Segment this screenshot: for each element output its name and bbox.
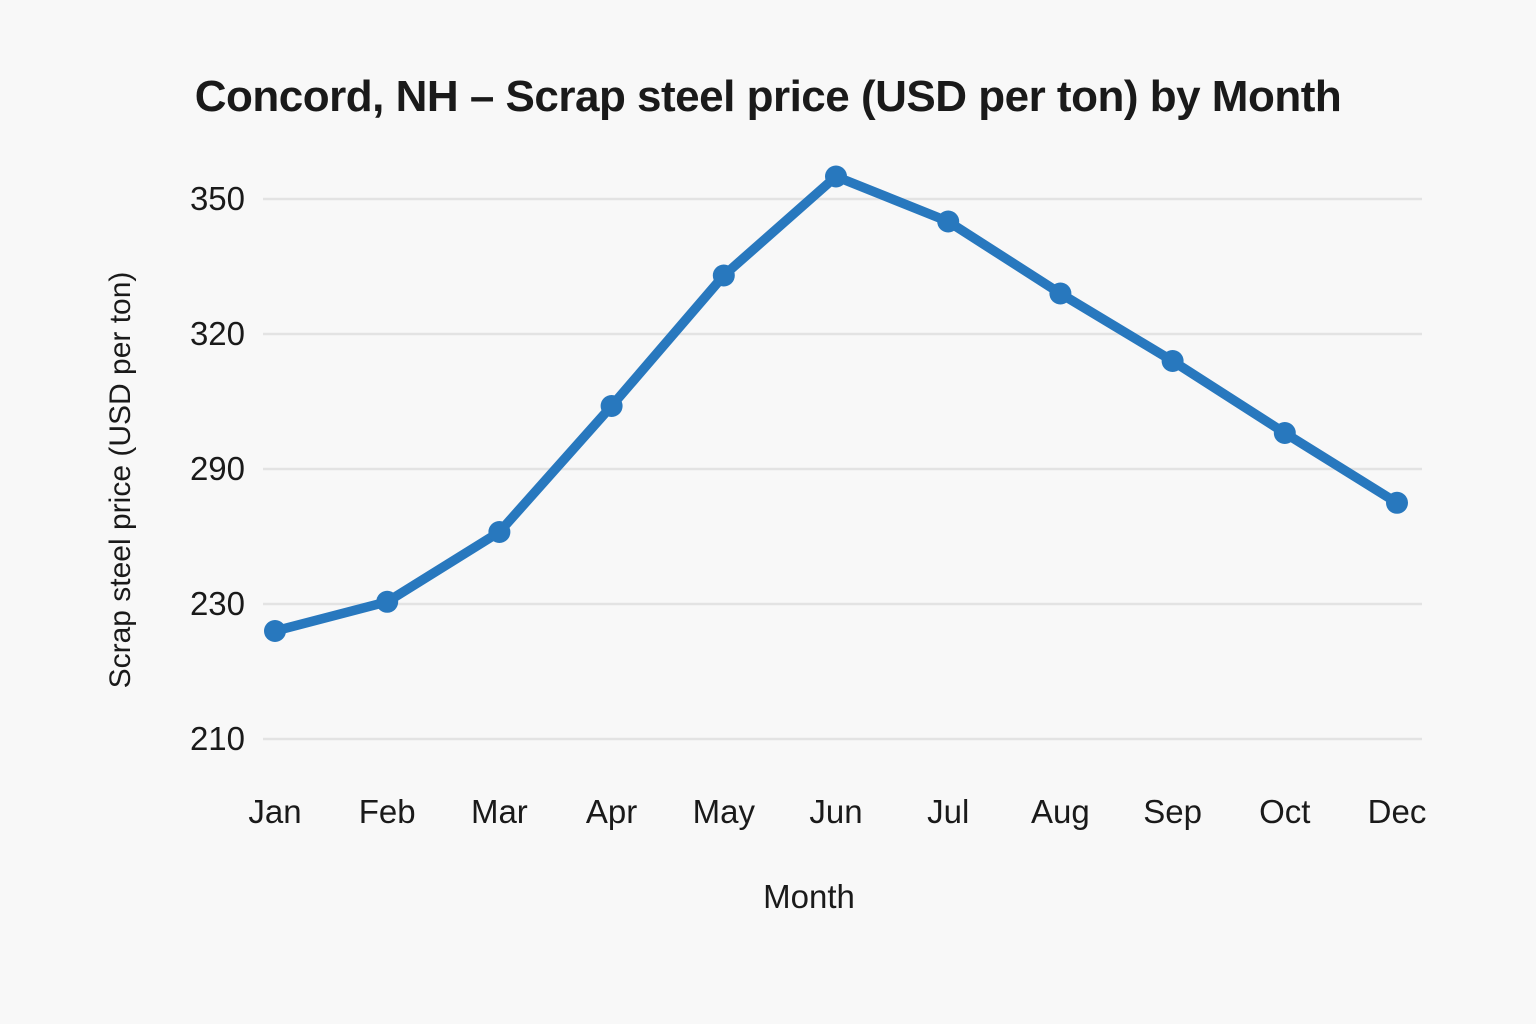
x-tick-label-jun: Jun <box>809 793 862 830</box>
x-tick-label-oct: Oct <box>1259 793 1310 830</box>
data-point-marker-feb <box>376 590 399 613</box>
y-tick-label-320: 320 <box>190 315 245 352</box>
x-tick-label-sep: Sep <box>1143 793 1202 830</box>
x-tick-label-dec: Dec <box>1368 793 1427 830</box>
y-tick-label-230: 230 <box>190 585 245 622</box>
data-point-marker-jul <box>937 210 960 233</box>
data-point-marker-sep <box>1161 350 1184 372</box>
x-tick-label-jan: Jan <box>248 793 301 830</box>
x-tick-label-aug: Aug <box>1031 793 1090 830</box>
y-axis-title: Scrap steel price (USD per ton) <box>104 271 137 689</box>
data-point-marker-dec <box>1386 491 1408 514</box>
data-point-marker-mar <box>488 521 511 543</box>
x-tick-label-may: May <box>693 793 756 830</box>
y-tick-label-210: 210 <box>190 720 245 757</box>
x-tick-label-mar: Mar <box>471 793 528 830</box>
data-point-marker-jun <box>825 165 847 188</box>
price-line-series <box>270 171 1402 636</box>
data-point-marker-oct <box>1273 422 1296 444</box>
data-point-marker-may <box>712 264 735 287</box>
x-axis-title: Month <box>763 878 855 915</box>
data-point-marker-jan <box>264 620 286 642</box>
chart-title: Concord, NH – Scrap steel price (USD per… <box>194 72 1342 121</box>
y-tick-label-290: 290 <box>190 450 245 487</box>
data-point-marker-apr <box>600 395 623 417</box>
data-point-marker-aug <box>1049 282 1072 305</box>
x-tick-label-jul: Jul <box>927 793 969 830</box>
x-tick-label-feb: Feb <box>359 793 416 830</box>
y-tick-label-350: 350 <box>190 180 245 217</box>
x-tick-label-apr: Apr <box>586 793 637 830</box>
